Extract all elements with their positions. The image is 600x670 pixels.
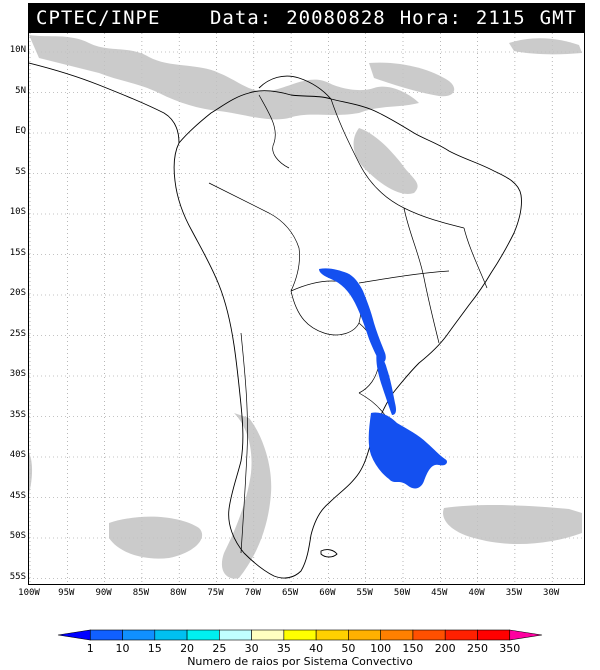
colorbar-segment [57,629,91,641]
cloud-area-caribbean [29,35,419,120]
gridlines [29,33,584,584]
lat-tick-label: 10N [9,45,26,55]
colorbar-title: Numero de raios por Sistema Convectivo [187,655,413,668]
colorbar-segment [283,629,317,641]
colorbar-tick-label: 100 [370,642,392,655]
lon-tick-label: 85W [132,588,150,598]
caribbean-coast [258,75,332,100]
colorbar-tick-label: 200 [434,642,456,655]
lat-tick-label: 20S [9,288,26,298]
date-label: Data: [209,6,273,29]
central-america-outline [28,62,180,144]
lon-tick-label: 30W [543,588,560,598]
lon-tick-label: 70W [244,588,261,598]
lat-tick-label: 30S [9,369,26,379]
lon-tick-label: 60W [319,588,336,598]
lat-tick-label: 55S [9,571,26,582]
cloud-cover [29,35,582,579]
lat-tick-label: 5N [15,85,26,96]
colorbar-segment [122,629,156,641]
border-brazil-states-3 [358,270,450,284]
colorbar-segment [186,629,220,641]
colorbar-segment [315,629,349,641]
lon-tick-label: 65W [281,588,299,598]
border-north-brazil [330,98,465,229]
lat-tick-label: 10S [9,207,26,217]
coastline [28,62,522,579]
lightning-systems [319,268,447,489]
lat-tick-label: 25S [9,328,26,339]
lat-tick-label: 45S [9,490,26,501]
colorbar-segment [219,629,252,641]
lon-tick-label: 45W [431,588,448,598]
cloud-area-west-pacific [29,453,33,493]
lightning-system-mid-band [376,351,396,415]
lat-tick-label: 35S [9,409,26,420]
colorbar-tick-label: 35 [276,642,291,655]
colorbar-segment [477,629,511,641]
colorbar-segment [251,629,285,641]
lon-tick-label: 50W [393,588,411,598]
lon-tick-label: 75W [207,588,224,598]
border-colombia-venezuela [258,94,290,169]
cloud-area-pacific-south [109,516,203,559]
falkland-islands [320,549,338,558]
colorbar-segment [348,629,381,641]
cloud-area-chile-coast [221,413,272,579]
lightning-system-north-band [319,268,386,363]
colorbar-tick-label: 30 [244,642,259,655]
lightning-system-south-cluster [368,412,447,489]
border-peru-brazil [208,182,300,292]
lat-tick-label: 40S [9,450,26,460]
colorbar-tick-label: 40 [309,642,324,655]
lon-tick-label: 80W [170,588,187,598]
colorbar-tick-label: 15 [147,642,162,655]
border-argentina-chile [240,332,248,554]
colorbar-tick-label: 25 [212,642,227,655]
cloud-area-atlantic-south [443,505,582,545]
source-label: CPTEC/INPE [36,6,161,29]
datetime-group: Data: 20080828 Hora: 2115 GMT [210,7,577,29]
border-brazil-states [403,207,440,344]
cloud-area-amazon [353,128,418,194]
colorbar-tick-label: 50 [341,642,356,655]
lon-tick-label: 90W [95,588,112,598]
cloud-area-north-atlantic [369,62,455,97]
colorbar-tick-label: 350 [499,642,521,655]
colorbar-tick-label: 250 [466,642,488,655]
south-america-outline [173,90,522,579]
colorbar-segment [509,629,543,641]
lat-tick-label: EQ [15,126,26,136]
colorbar-segment [412,629,446,641]
colorbar-tick-label: 10 [115,642,130,655]
lat-tick-label: 15S [9,247,26,258]
lon-tick-label: 100W [18,588,40,598]
map-frame [28,32,585,585]
colorbar-segment [444,629,478,641]
colorbar-segment [89,629,123,641]
timezone-label: GMT [539,6,577,29]
time-value: 2115 [475,6,526,29]
colorbar-tick-label: 20 [180,642,195,655]
border-brazil-states-2 [463,227,488,289]
date-value: 20080828 [286,6,386,29]
lat-tick-label: 5S [15,166,26,177]
map-header: CPTEC/INPE Data: 20080828 Hora: 2115 GMT [28,3,585,32]
lat-tick-label: 50S [9,531,26,541]
cloud-area-atlantic-north [509,38,582,55]
lon-tick-label: 40W [468,588,485,598]
colorbar-tick-label: 150 [402,642,424,655]
colorbar-tick-label: 1 [86,642,94,655]
colorbar-segment [154,629,188,641]
lon-tick-label: 55W [356,588,373,598]
lon-tick-label: 35W [505,588,523,598]
colorbar [57,629,543,641]
map-canvas [28,33,584,584]
lon-tick-label: 95W [58,588,75,598]
time-label: Hora: [399,6,462,29]
colorbar-segment [380,629,414,641]
